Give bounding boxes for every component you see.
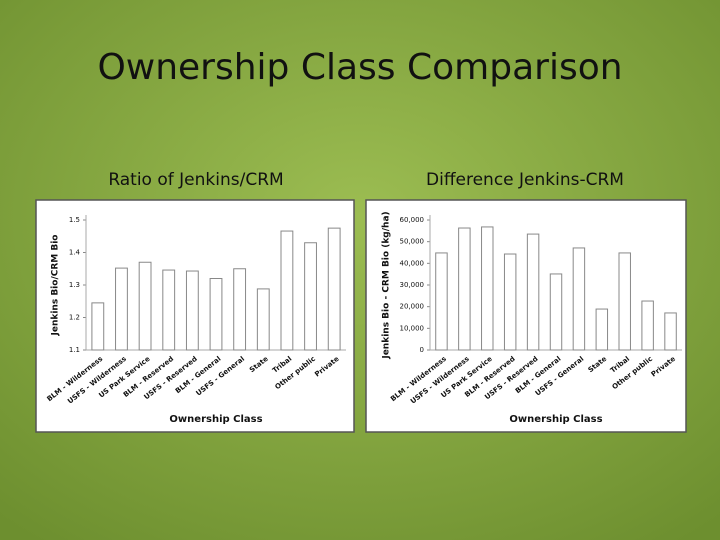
- bar: [115, 267, 128, 351]
- y-tick-label: 40,000: [400, 259, 425, 267]
- bar: [233, 268, 247, 351]
- bar: [458, 227, 471, 351]
- y-tick-label: 1.5: [69, 216, 80, 224]
- bar: [641, 300, 654, 351]
- y-tick-label: 50,000: [400, 238, 425, 246]
- y-tick-label: 1.2: [69, 314, 80, 322]
- bar: [256, 288, 270, 351]
- bar: [327, 227, 341, 351]
- bar: [280, 230, 294, 351]
- y-tick-label: 1.1: [69, 346, 80, 354]
- y-tick-label: 1.3: [69, 281, 80, 289]
- x-axis-label: Ownership Class: [169, 414, 262, 425]
- y-tick-label: 1.4: [69, 249, 81, 257]
- chart-title: Ratio of Jenkins/CRM: [108, 170, 283, 190]
- bar: [664, 312, 677, 351]
- y-tick-label: 20,000: [400, 303, 425, 311]
- bar: [526, 233, 540, 351]
- bar: [304, 242, 317, 351]
- bar: [209, 278, 223, 351]
- chart-panel: [365, 199, 687, 433]
- y-tick-label: 0: [420, 346, 424, 354]
- bar: [572, 247, 586, 351]
- y-tick-label: 10,000: [400, 324, 425, 332]
- bar: [549, 273, 563, 351]
- chart-title: Difference Jenkins-CRM: [426, 170, 624, 190]
- bar: [138, 261, 152, 351]
- bar: [185, 270, 199, 351]
- bar: [595, 308, 609, 351]
- y-tick-label: 60,000: [400, 216, 425, 224]
- bar: [481, 226, 494, 351]
- slide-title: Ownership Class Comparison: [97, 47, 622, 88]
- y-axis-label: Jenkins Bio - CRM Bio (kg/ha): [382, 211, 392, 359]
- bar: [91, 302, 105, 351]
- y-axis-label: Jenkins Bio/CRM Bio: [51, 235, 61, 337]
- bar: [162, 269, 176, 351]
- bar: [435, 252, 448, 351]
- bar: [618, 252, 631, 351]
- y-tick-label: 30,000: [400, 281, 425, 289]
- x-axis-label: Ownership Class: [509, 414, 602, 425]
- bar: [503, 253, 517, 351]
